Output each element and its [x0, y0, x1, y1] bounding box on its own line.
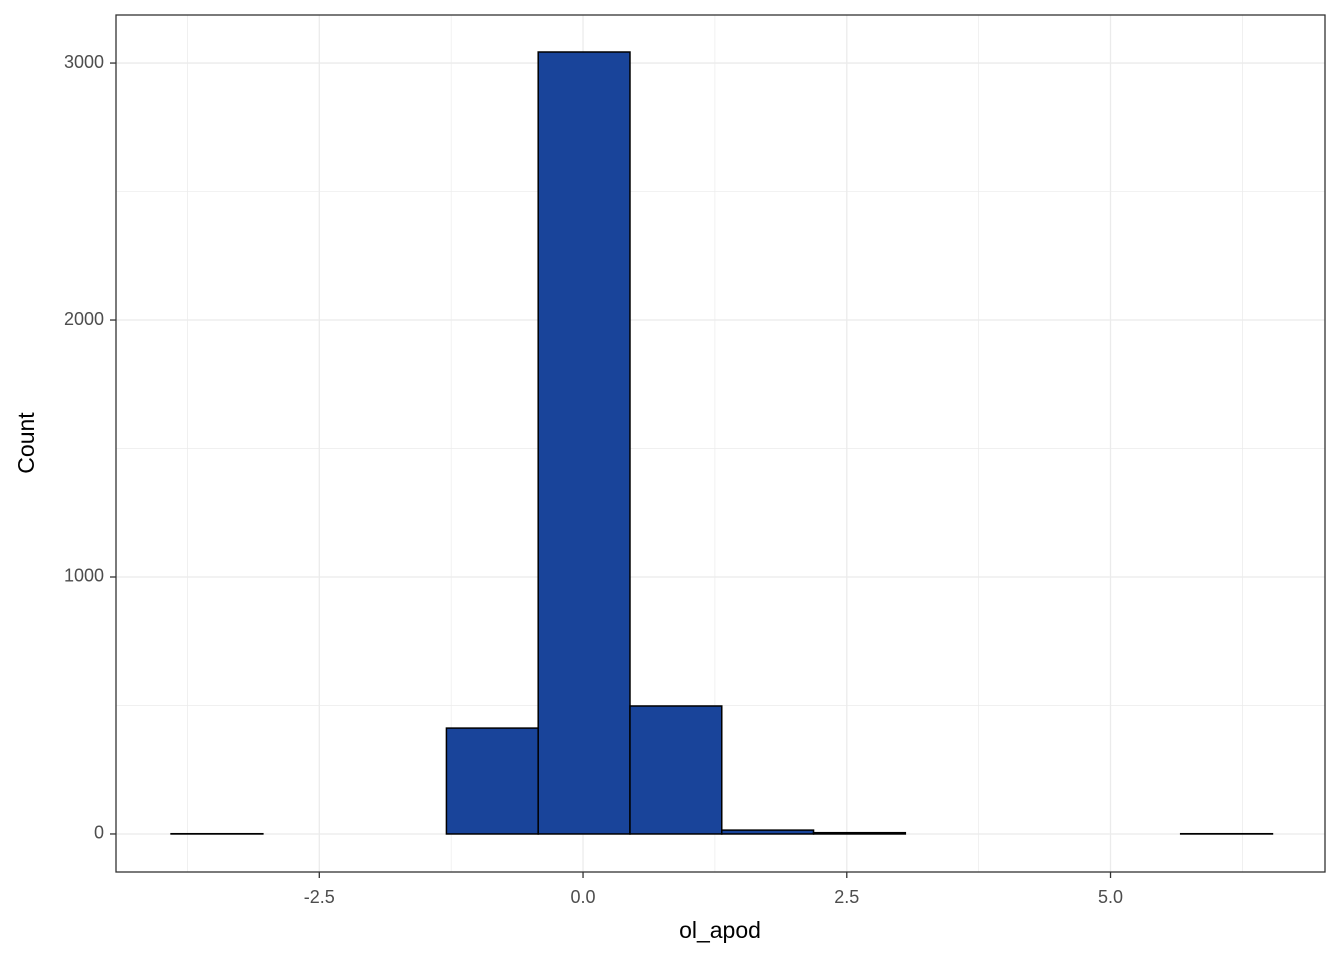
- y-tick-label: 2000: [64, 309, 104, 329]
- bar: [629, 705, 723, 835]
- bars: [170, 51, 1274, 835]
- bar: [812, 831, 907, 835]
- y-tick-label: 0: [94, 823, 104, 843]
- x-tick-label: 5.0: [1098, 887, 1123, 907]
- x-tick-label: 2.5: [834, 887, 859, 907]
- x-axis-title: ol_apod: [679, 917, 761, 943]
- bar: [445, 727, 539, 835]
- x-tick-label: 0.0: [571, 887, 596, 907]
- y-tick-label: 3000: [64, 52, 104, 72]
- y-tick-label: 1000: [64, 566, 104, 586]
- axes: -2.5 0.0 2.5 5.0 0 1000 2000 3000: [64, 52, 1123, 907]
- x-tick-label: -2.5: [304, 887, 335, 907]
- y-axis-title: Count: [13, 412, 39, 474]
- bar: [721, 829, 815, 835]
- panel-border: [115, 14, 1326, 873]
- bar: [537, 51, 631, 835]
